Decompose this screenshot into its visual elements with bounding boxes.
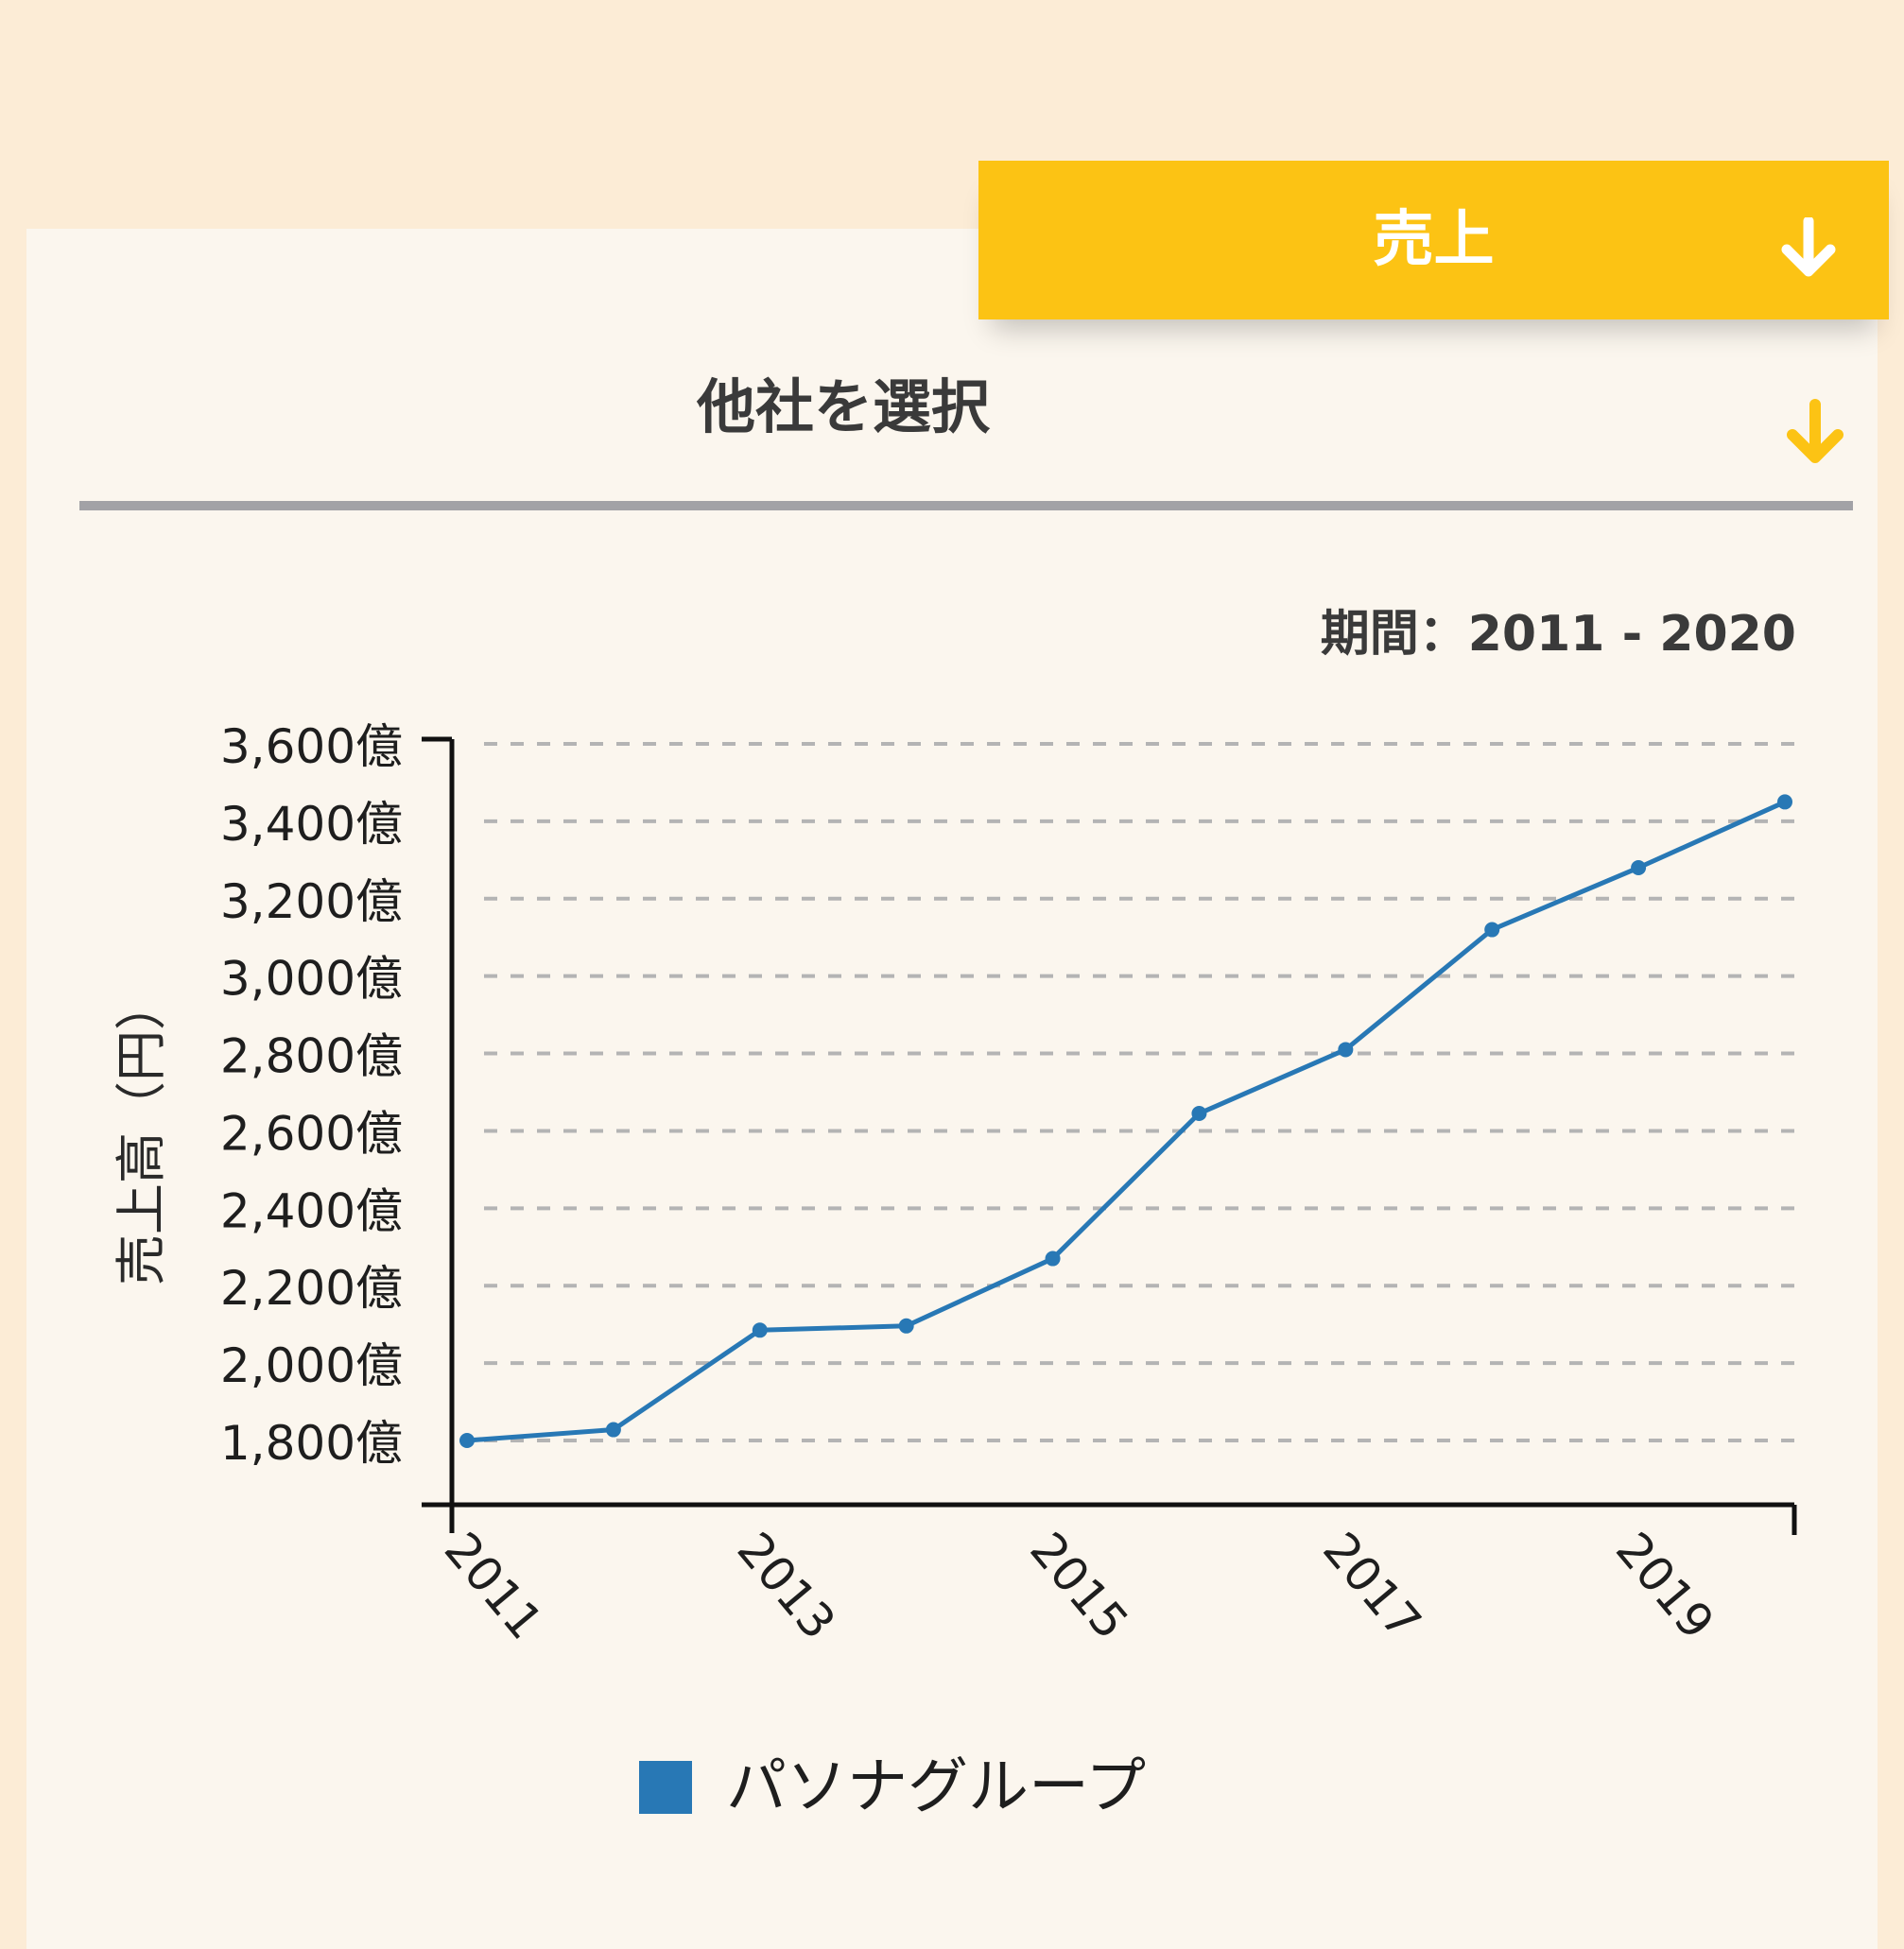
- y-tick-label: 2,000億: [220, 1338, 403, 1393]
- y-tick-label: 3,600億: [220, 719, 403, 774]
- company-select-underline: [79, 501, 1853, 510]
- period-label: 期間：2011 - 2020: [1320, 606, 1796, 663]
- y-tick-label: 2,200億: [220, 1261, 403, 1316]
- arrow-down-icon: [1781, 217, 1836, 277]
- data-point: [1191, 1106, 1207, 1122]
- y-tick-label: 3,200億: [220, 874, 403, 929]
- x-tick-label: 2017: [1312, 1522, 1431, 1649]
- data-point: [1777, 794, 1792, 810]
- data-point: [1484, 922, 1500, 938]
- y-tick-label: 2,400億: [220, 1183, 403, 1238]
- data-point: [1631, 860, 1647, 876]
- metric-dropdown-label: 売上: [1373, 205, 1495, 275]
- data-point: [605, 1422, 621, 1438]
- y-axis-title: 売上高（円）: [112, 979, 171, 1285]
- x-tick-label: 2013: [727, 1522, 846, 1649]
- data-point: [459, 1433, 475, 1448]
- y-tick-label: 2,600億: [220, 1106, 403, 1161]
- y-tick-label: 3,000億: [220, 952, 403, 1007]
- company-select[interactable]: 他社を選択: [79, 340, 1853, 510]
- x-tick-label: 2011: [434, 1522, 553, 1649]
- legend-label: パソナグループ: [726, 1752, 1146, 1822]
- metric-dropdown[interactable]: 売上: [978, 161, 1889, 319]
- company-select-label: 他社を選択: [696, 372, 990, 441]
- chart-card: [26, 229, 1878, 1949]
- arrow-down-icon: [1787, 399, 1843, 463]
- data-point: [898, 1318, 914, 1334]
- data-point: [752, 1322, 768, 1338]
- y-tick-label: 2,800億: [220, 1029, 403, 1084]
- x-tick-label: 2015: [1019, 1522, 1138, 1649]
- x-tick-label: 2019: [1605, 1522, 1724, 1649]
- legend-swatch: [639, 1761, 692, 1814]
- data-point: [1338, 1042, 1354, 1058]
- series-line: [466, 800, 1787, 1443]
- data-point: [1045, 1250, 1061, 1267]
- y-tick-label: 1,800億: [220, 1416, 403, 1471]
- y-tick-label: 3,400億: [220, 797, 403, 852]
